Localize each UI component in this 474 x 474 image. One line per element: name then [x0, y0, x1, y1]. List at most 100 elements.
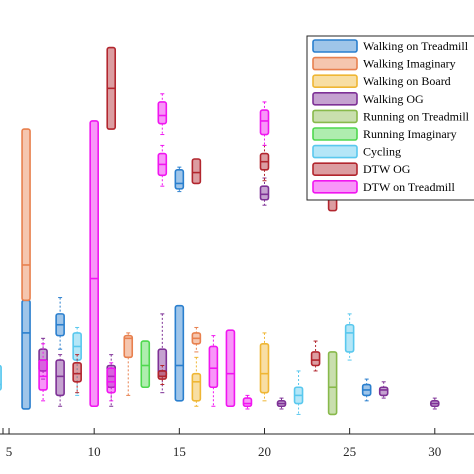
legend-label: Running on Treadmill	[363, 109, 470, 123]
legend-box	[306, 35, 474, 201]
legend-item: Walking OG	[312, 92, 424, 106]
box-7-3	[310, 340, 321, 372]
box-body	[55, 359, 65, 397]
legend-swatch	[312, 56, 358, 71]
legend-item: Running Imaginary	[312, 127, 457, 141]
box-body	[157, 370, 168, 380]
box-body	[327, 351, 338, 416]
box-8-1	[89, 120, 99, 408]
box-6-3	[344, 313, 355, 361]
x-ticks: 5101520253035	[2, 428, 441, 459]
box-0-4	[361, 378, 372, 402]
box-body	[208, 345, 219, 389]
legend-item: Running on Treadmill	[312, 109, 470, 124]
box-8-6	[259, 101, 270, 146]
legend-item: DTW OG	[312, 162, 411, 176]
x-tick-label: 5	[6, 444, 13, 459]
box-body	[378, 386, 389, 397]
box-0-3	[174, 166, 185, 193]
box-body	[123, 334, 134, 359]
box-7-6	[157, 365, 168, 386]
box-body	[225, 329, 236, 408]
box-0-2	[174, 304, 185, 402]
legend-swatch	[312, 127, 358, 141]
box-3-6	[378, 381, 389, 399]
box-8-4	[225, 329, 236, 408]
box-2-0	[191, 356, 202, 407]
legend-swatch	[312, 144, 358, 159]
box-8-7	[208, 335, 219, 407]
series-5	[140, 340, 151, 389]
x-tick-label: 10	[88, 444, 101, 459]
legend-swatch	[312, 109, 358, 124]
legend-label: DTW on Treadmill	[363, 180, 455, 194]
box-body	[174, 169, 185, 190]
box-body	[191, 158, 202, 185]
box-body	[174, 304, 185, 402]
box-body	[242, 397, 253, 408]
series-4	[327, 351, 338, 416]
legend-label: Walking on Board	[363, 74, 451, 88]
legend-swatch	[312, 92, 358, 106]
legend-swatch	[312, 162, 358, 176]
box-body	[259, 109, 270, 136]
box-8-3	[157, 144, 168, 187]
x-tick-label: 20	[258, 444, 271, 459]
box-7-0	[106, 46, 117, 130]
box-3-7	[429, 397, 440, 410]
x-tick-label: 30	[428, 444, 441, 459]
box-0-0	[21, 299, 31, 410]
x-tick-label: 25	[343, 444, 356, 459]
legend-item: Cycling	[312, 144, 401, 159]
series-8	[38, 93, 270, 410]
legend-label: Walking OG	[363, 92, 424, 106]
box-body	[0, 364, 2, 391]
legend-item: Walking Imaginary	[312, 56, 456, 71]
legend-item: Walking on Board	[312, 74, 451, 88]
x-axis: 5101520253035	[0, 428, 474, 459]
legend-label: Running Imaginary	[363, 127, 457, 141]
box-body	[72, 361, 82, 383]
box-body	[21, 128, 31, 302]
box-8-8	[106, 362, 117, 402]
legend-items: Walking on Treadmill Walking Imaginary Wal…	[312, 39, 470, 194]
legend-swatch	[312, 180, 358, 194]
box-body	[21, 299, 31, 410]
box-6-2	[293, 370, 304, 415]
box-2-1	[259, 332, 270, 402]
box-0-1	[55, 297, 65, 350]
series-1	[21, 128, 202, 396]
box-3-1	[55, 354, 65, 407]
plot-area	[0, 46, 440, 416]
box-body	[38, 359, 48, 391]
box-7-2	[259, 144, 270, 182]
box-body	[157, 101, 168, 125]
legend-item: Walking on Treadmill	[312, 39, 469, 53]
box-4-0	[327, 351, 338, 416]
series-0	[21, 166, 372, 410]
box-body	[259, 342, 270, 394]
legend-item: DTW on Treadmill	[312, 180, 455, 194]
legend-label: Walking Imaginary	[363, 57, 456, 71]
box-body	[344, 323, 355, 353]
box-body	[140, 340, 151, 389]
box-6-0	[0, 364, 2, 391]
series-6	[0, 313, 355, 415]
box-3-5	[276, 397, 287, 410]
box-7-5	[72, 354, 82, 394]
series-2	[191, 332, 270, 407]
box-6-1	[72, 326, 82, 396]
legend-swatch	[312, 39, 358, 53]
box-3-4	[259, 177, 270, 206]
box-8-2	[157, 93, 168, 136]
x-tick-label: 15	[173, 444, 186, 459]
legend-label: DTW OG	[363, 162, 411, 176]
box-1-1	[123, 332, 134, 396]
box-7-1	[191, 158, 202, 185]
box-8-0	[38, 343, 48, 402]
legend-label: Cycling	[363, 145, 401, 159]
legend: Walking on Treadmill Walking Imaginary Wal…	[306, 35, 474, 201]
box-body	[106, 367, 117, 394]
box-body	[259, 185, 270, 201]
